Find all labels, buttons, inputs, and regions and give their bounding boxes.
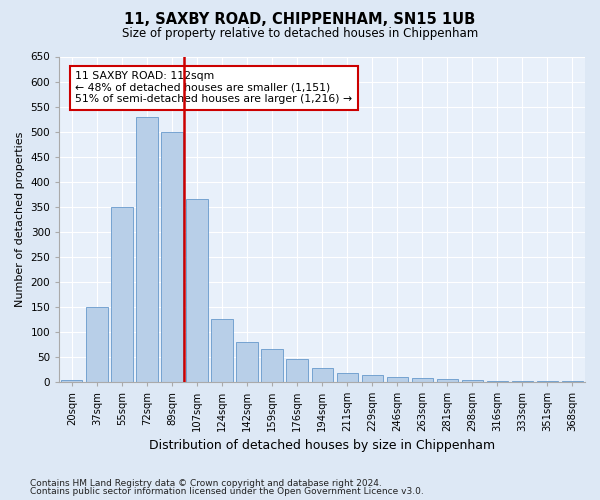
Bar xyxy=(111,206,133,382)
Bar xyxy=(236,342,258,382)
Bar xyxy=(86,306,107,382)
Bar xyxy=(337,373,358,382)
Text: 11 SAXBY ROAD: 112sqm
← 48% of detached houses are smaller (1,151)
51% of semi-d: 11 SAXBY ROAD: 112sqm ← 48% of detached … xyxy=(75,71,352,104)
Bar xyxy=(462,380,483,382)
Bar xyxy=(161,132,182,382)
Bar xyxy=(136,116,158,382)
Bar xyxy=(412,378,433,382)
Text: Size of property relative to detached houses in Chippenham: Size of property relative to detached ho… xyxy=(122,28,478,40)
Bar xyxy=(262,349,283,382)
Y-axis label: Number of detached properties: Number of detached properties xyxy=(15,132,25,307)
Bar xyxy=(211,319,233,382)
X-axis label: Distribution of detached houses by size in Chippenham: Distribution of detached houses by size … xyxy=(149,440,495,452)
Bar xyxy=(286,359,308,382)
Bar xyxy=(362,376,383,382)
Bar xyxy=(187,199,208,382)
Bar xyxy=(386,377,408,382)
Bar xyxy=(487,381,508,382)
Text: Contains public sector information licensed under the Open Government Licence v3: Contains public sector information licen… xyxy=(30,487,424,496)
Bar xyxy=(311,368,333,382)
Text: Contains HM Land Registry data © Crown copyright and database right 2024.: Contains HM Land Registry data © Crown c… xyxy=(30,478,382,488)
Text: 11, SAXBY ROAD, CHIPPENHAM, SN15 1UB: 11, SAXBY ROAD, CHIPPENHAM, SN15 1UB xyxy=(124,12,476,28)
Bar xyxy=(437,380,458,382)
Bar xyxy=(61,380,82,382)
